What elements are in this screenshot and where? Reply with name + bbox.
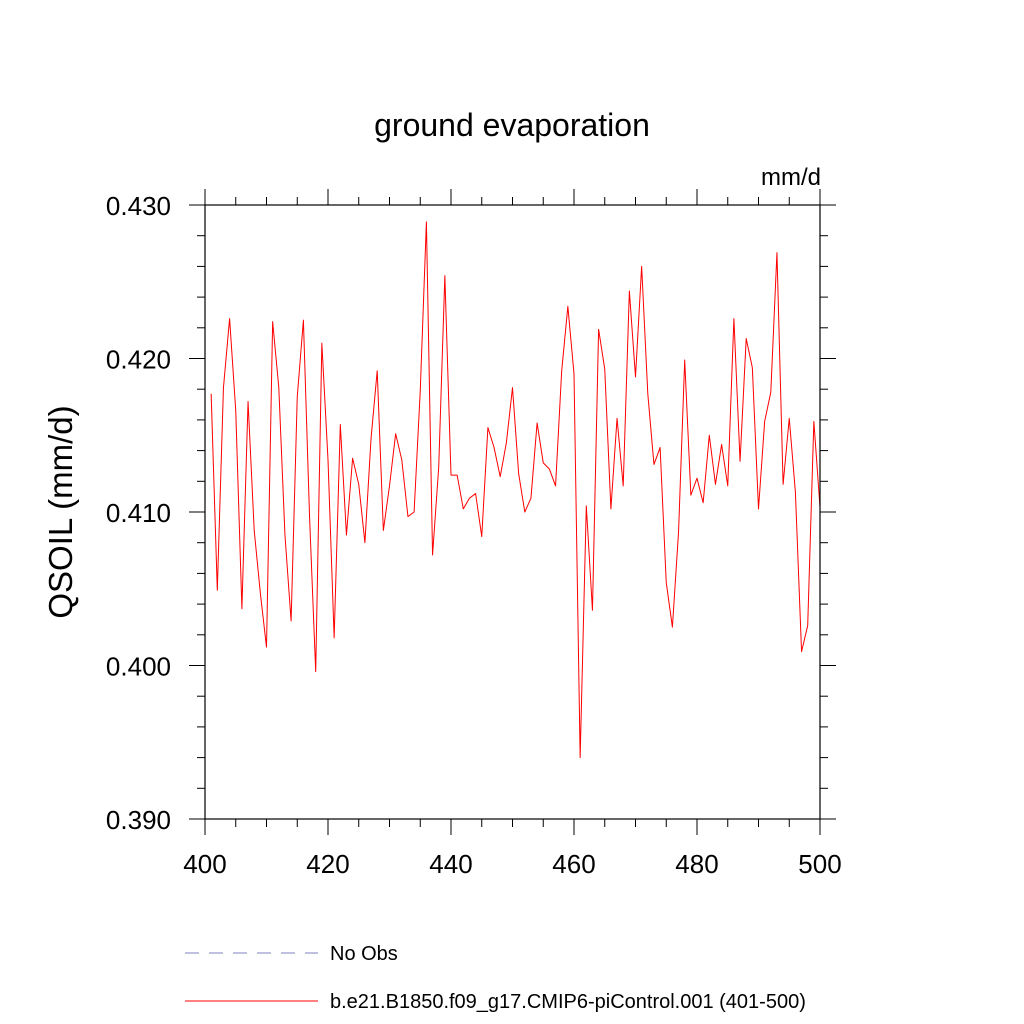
axis-ticks <box>189 189 836 835</box>
y-tick-label: 0.390 <box>106 805 171 835</box>
chart-title: ground evaporation <box>374 107 650 143</box>
x-tick-label: 460 <box>552 849 595 879</box>
series-line-1 <box>210 221 821 759</box>
legend-label-picontrol: b.e21.B1850.f09_g17.CMIP6-piControl.001 … <box>330 991 806 1013</box>
y-tick-label: 0.420 <box>106 345 171 375</box>
y-axis-label: QSOIL (mm/d) <box>42 405 79 618</box>
legend-label-no-obs: No Obs <box>330 943 398 965</box>
x-tick-label: 480 <box>675 849 718 879</box>
units-label: mm/d <box>761 164 821 191</box>
tick-labels: 400 420 440 460 480 500 0.390 0.400 0.410 0.420 0.… <box>106 191 842 879</box>
y-tick-label: 0.400 <box>106 652 171 682</box>
plot-frame <box>204 204 821 820</box>
y-tick-label: 0.410 <box>106 498 171 528</box>
series-layer <box>210 221 821 759</box>
x-tick-label: 420 <box>306 849 349 879</box>
x-tick-label: 400 <box>183 849 226 879</box>
x-tick-label: 500 <box>798 849 841 879</box>
y-tick-label: 0.430 <box>106 191 171 221</box>
x-tick-label: 440 <box>429 849 472 879</box>
